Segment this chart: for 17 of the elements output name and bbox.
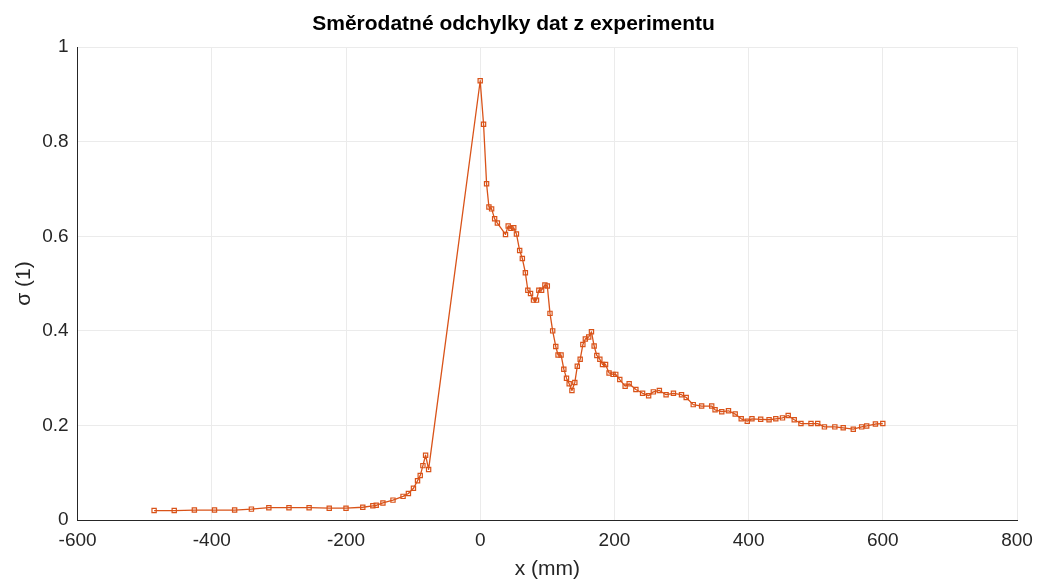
y-tick-label: 0.6 xyxy=(42,224,69,246)
x-tick-label: -600 xyxy=(58,528,97,550)
y-tick-label: 0.2 xyxy=(42,413,69,435)
y-tick-label: 0.4 xyxy=(42,319,70,341)
x-tick-label: 200 xyxy=(598,528,631,550)
x-axis-title: x (mm) xyxy=(514,556,580,580)
y-tick-label: 0 xyxy=(58,508,69,530)
y-axis-title: σ (1) xyxy=(11,261,35,306)
x-tick-label: 0 xyxy=(474,528,486,550)
x-tick-label: -400 xyxy=(192,528,231,550)
x-tick-label: 600 xyxy=(866,528,899,550)
x-tick-label: 400 xyxy=(732,528,765,550)
x-tick-label: 800 xyxy=(1001,528,1033,550)
x-tick-label: -200 xyxy=(326,528,366,550)
y-tick-label: 0.8 xyxy=(42,129,69,151)
chart-title: Směrodatné odchylky dat z experimentu xyxy=(312,11,715,35)
y-tick-label: 1 xyxy=(58,35,69,57)
